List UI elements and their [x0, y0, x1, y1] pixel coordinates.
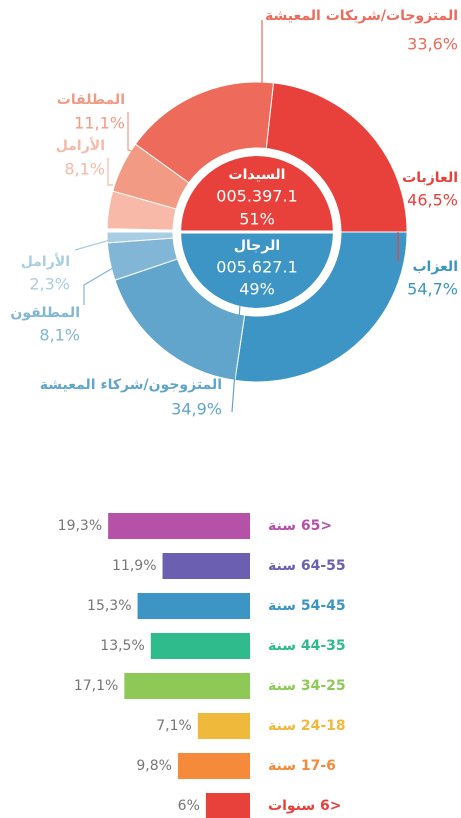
bar-category: 17-6 سنة: [268, 758, 336, 774]
leader-line: [107, 158, 113, 186]
segment-value: 11,1%: [74, 114, 125, 133]
segment-value: 2,3%: [29, 275, 70, 294]
inner-share: 49%: [239, 280, 275, 299]
leader-line: [74, 239, 111, 251]
bar: [137, 593, 250, 619]
bar-category: 44-35 سنة: [268, 638, 346, 654]
bar-category: 34-25 سنة: [268, 678, 346, 694]
inner-total: 005.397.1: [216, 187, 297, 206]
segment-value: 8,1%: [39, 326, 80, 345]
segment-label: المتزوجات/شريكات المعيشة: [265, 8, 458, 24]
bar-category: 54-45 سنة: [268, 598, 346, 614]
segment-value: 54,7%: [407, 280, 458, 299]
leader-line: [83, 264, 119, 305]
segment-label: المتزوجون/شركاء المعيشة: [40, 377, 222, 393]
bar-value: 19,3%: [58, 518, 102, 534]
segment-value: 33,6%: [407, 35, 458, 54]
bar: [197, 713, 250, 739]
segment-value: 46,5%: [407, 191, 458, 210]
bar-category: 64-55 سنة: [268, 558, 346, 574]
bar-value: 6%: [178, 798, 200, 814]
bar-value: 11,9%: [112, 558, 156, 574]
segment-value: 34,9%: [171, 400, 222, 419]
inner-total: 005.627.1: [216, 258, 297, 277]
donut-segment: [265, 82, 408, 233]
inner-half: [181, 232, 333, 308]
donut-segment: [106, 231, 174, 244]
bar: [150, 633, 250, 659]
donut-segment: [234, 231, 408, 383]
bar-category: <6 سنوات: [268, 798, 342, 814]
bar: [177, 753, 250, 779]
bar-value: 9,8%: [136, 758, 172, 774]
inner-share: 51%: [239, 210, 275, 229]
inner-half: [181, 156, 333, 232]
segment-label: العزاب: [412, 259, 458, 275]
leader-line: [127, 112, 136, 153]
bar: [162, 553, 250, 579]
bar: [205, 793, 250, 818]
bar-value: 17,1%: [74, 678, 118, 694]
inner-name: السيدات: [229, 167, 286, 183]
segment-label: المطلقات: [57, 92, 125, 108]
segment-label: المطلقون: [10, 305, 80, 321]
bar-value: 13,5%: [100, 638, 144, 654]
bar-category: <65 سنة: [268, 518, 332, 534]
inner-name: الرجال: [234, 238, 280, 254]
segment-value: 8,1%: [64, 160, 105, 179]
donut-segment: [106, 190, 177, 231]
bar-category: 24-18 سنة: [268, 718, 346, 734]
bar-value: 7,1%: [156, 718, 192, 734]
bar: [108, 513, 251, 539]
bar-value: 15,3%: [87, 598, 131, 614]
segment-label: العازبات: [402, 170, 458, 186]
bar: [124, 673, 250, 699]
leader-line: [231, 304, 241, 413]
leader-lines: [74, 20, 399, 413]
segment-label: الأرامل: [21, 253, 70, 270]
segment-label: الأرامل: [56, 137, 105, 154]
